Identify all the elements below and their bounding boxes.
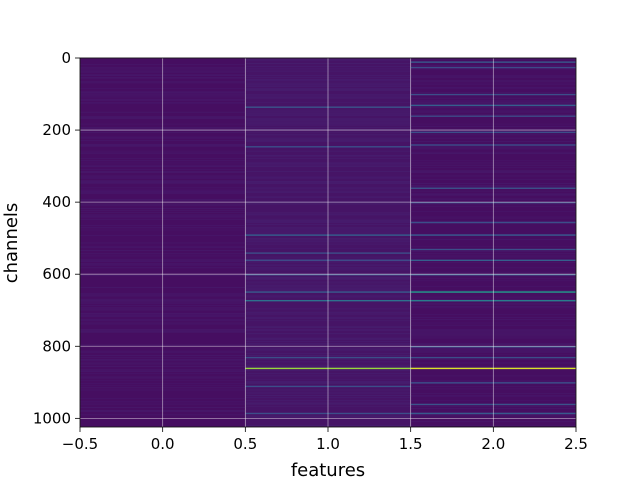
x-axis-label: features — [291, 460, 365, 480]
y-axis: 0 200 400 600 800 1000 — [33, 49, 80, 427]
x-tick-label: 0.0 — [151, 435, 175, 453]
y-tick-label: 1000 — [33, 409, 71, 427]
y-tick-label: 400 — [42, 193, 71, 211]
x-tick-label: 0.5 — [233, 435, 257, 453]
y-axis-label: channels — [1, 203, 22, 284]
x-tick-label: 1.5 — [399, 435, 423, 453]
y-tick-label: 200 — [42, 121, 71, 139]
x-axis: −0.5 0.0 0.5 1.0 1.5 2.0 2.5 — [62, 427, 588, 453]
x-tick-label: 2.0 — [481, 435, 505, 453]
x-tick-label: 1.0 — [316, 435, 340, 453]
x-tick-label: −0.5 — [62, 435, 98, 453]
y-tick-label: 800 — [42, 337, 71, 355]
x-tick-label: 2.5 — [564, 435, 588, 453]
plot-area — [79, 57, 577, 428]
y-tick-label: 0 — [61, 49, 71, 67]
y-tick-label: 600 — [42, 265, 71, 283]
